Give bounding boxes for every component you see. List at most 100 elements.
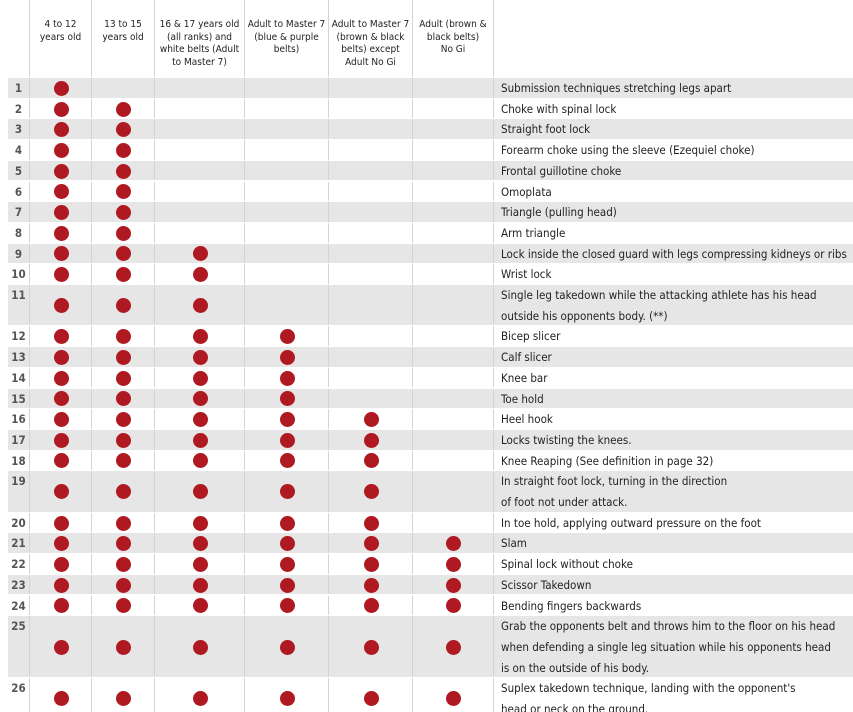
dot	[116, 370, 131, 386]
description: Locks twisting the knees.	[501, 432, 632, 447]
row-number: 24	[8, 595, 30, 616]
dot	[279, 691, 295, 707]
cell	[92, 140, 155, 160]
cell	[245, 429, 329, 450]
table-row: 6 Omoplata	[8, 180, 853, 202]
cell	[30, 554, 92, 574]
cell	[329, 533, 413, 554]
dot	[192, 484, 208, 500]
dot	[363, 484, 379, 500]
dot	[116, 412, 131, 428]
cell	[30, 409, 92, 429]
cell	[155, 285, 245, 326]
description: when defending a single leg situation wh…	[501, 639, 831, 654]
table-row: 26 Suplex takedown technique, landing wit…	[8, 677, 853, 712]
cell	[155, 450, 245, 471]
cell	[329, 512, 413, 533]
description: is on the outside of his body.	[501, 660, 650, 675]
cell	[155, 554, 245, 574]
table-row: 8 Arm triangle	[8, 221, 853, 243]
dot	[363, 515, 379, 531]
cell	[155, 574, 245, 595]
cell	[413, 181, 494, 202]
dot	[116, 298, 131, 314]
dot	[192, 412, 208, 428]
cell	[92, 181, 155, 202]
dot	[363, 598, 379, 614]
description: head or neck on the ground.	[501, 701, 649, 712]
dot	[53, 536, 69, 552]
cell	[329, 222, 413, 243]
cell	[30, 450, 92, 471]
description: In toe hold, applying outward pressure o…	[501, 515, 761, 530]
cell	[329, 285, 413, 326]
cell	[413, 140, 494, 160]
cell	[329, 388, 413, 409]
dot	[279, 515, 295, 531]
row-number: 7	[8, 202, 30, 222]
cell	[245, 554, 329, 574]
cell	[329, 140, 413, 160]
cell	[413, 616, 494, 678]
dot	[116, 142, 131, 158]
cell	[30, 388, 92, 409]
cell	[329, 678, 413, 712]
dot	[53, 691, 69, 707]
cell	[245, 181, 329, 202]
cell	[413, 409, 494, 429]
cell	[245, 347, 329, 367]
cell	[245, 367, 329, 388]
description: Slam	[501, 536, 527, 551]
cell	[30, 678, 92, 712]
description: Omoplata	[501, 184, 552, 199]
dot	[279, 329, 295, 345]
cell	[30, 616, 92, 678]
table-row: 18 Knee Reaping (See definition in page 3…	[8, 449, 853, 471]
dot	[116, 329, 131, 345]
table-row: 16 Heel hook	[8, 408, 853, 429]
cell	[155, 264, 245, 284]
cell	[92, 160, 155, 181]
dot	[53, 391, 69, 407]
dot	[53, 639, 69, 655]
dot	[363, 432, 379, 448]
dot	[279, 484, 295, 500]
header-cell: 4 to 12 years old	[30, 0, 92, 77]
header-text: 16 & 17 years old	[159, 19, 240, 30]
cell	[92, 388, 155, 409]
table-row: 17 Locks twisting the knees.	[8, 428, 853, 450]
cell	[329, 98, 413, 119]
cell	[329, 616, 413, 678]
cell	[92, 98, 155, 119]
cell	[155, 347, 245, 367]
cell	[245, 119, 329, 140]
cell	[30, 78, 92, 98]
cell	[92, 429, 155, 450]
dot	[116, 598, 131, 614]
cell	[413, 595, 494, 616]
description: outside his opponents body. (**)	[501, 308, 668, 323]
cell	[155, 222, 245, 243]
description: Bicep slicer	[501, 329, 561, 344]
cell	[413, 98, 494, 119]
cell	[245, 533, 329, 554]
row-number: 25	[8, 616, 30, 678]
cell	[30, 347, 92, 367]
dot	[192, 639, 208, 655]
header-cell: 13 to 15 years old	[92, 0, 155, 77]
cell	[245, 616, 329, 678]
header-text: black belts)	[426, 31, 480, 43]
dot	[116, 184, 131, 200]
cell	[413, 326, 494, 347]
cell	[329, 409, 413, 429]
cell	[155, 202, 245, 222]
cell	[413, 202, 494, 222]
dot	[279, 432, 295, 448]
cell	[92, 409, 155, 429]
cell	[155, 471, 245, 512]
description: Calf slicer	[501, 350, 552, 365]
dot	[116, 639, 131, 655]
cell	[30, 181, 92, 202]
header-text: Adult No Gi	[345, 56, 396, 68]
